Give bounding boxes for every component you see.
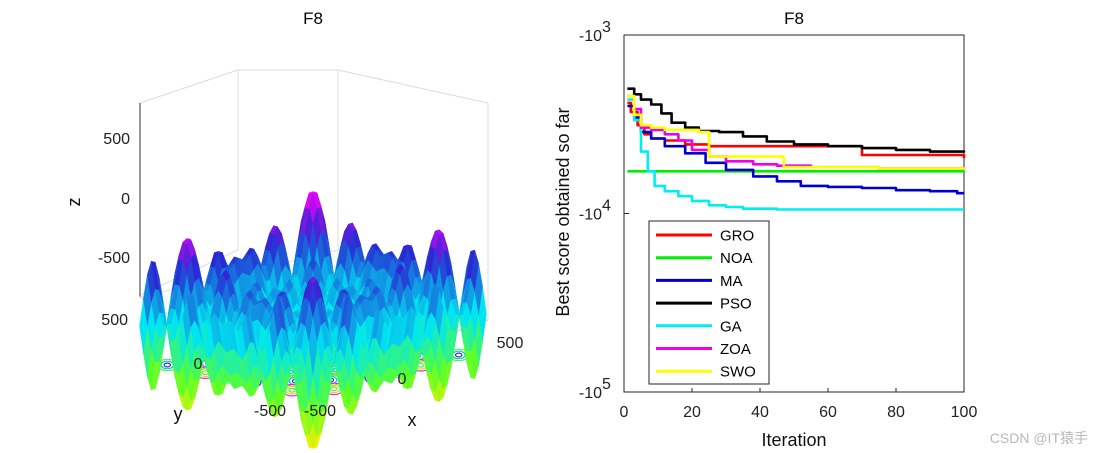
series-line-gro (627, 101, 966, 159)
y-axis-label: y (174, 404, 183, 424)
x-tick-label: 0 (398, 371, 407, 388)
x-tick-label: 100 (951, 404, 978, 421)
z-tick-label: -500 (98, 250, 130, 267)
legend-label: ZOA (720, 341, 751, 358)
contour-ring (288, 387, 297, 393)
z-tick-label: 500 (103, 131, 130, 148)
contour-ring (163, 362, 172, 368)
legend-label: MA (720, 273, 743, 290)
convergence-title: F8 (784, 9, 804, 28)
series-lines (627, 87, 966, 211)
convergence-chart: F8 0 20 40 60 80 100 -103-104-105 Iteration B… (553, 9, 977, 450)
contour-ring (454, 352, 463, 358)
legend-label: GA (720, 318, 742, 335)
surface-title: F8 (303, 9, 323, 28)
x-tick-label: 60 (819, 404, 837, 421)
x-tick-label: 0 (620, 404, 629, 421)
y-tick-label: -10 (579, 207, 602, 224)
contour-ring (329, 386, 338, 392)
surface-mesh (139, 190, 487, 450)
surface-chart: F8 500 0 -500 500 0 -500 -500 0 500 z y … (64, 9, 524, 450)
right-back-wall (337, 69, 489, 320)
x-tick-label: 20 (683, 404, 701, 421)
y-tick-exponent: 5 (602, 376, 611, 393)
series-line-swo (627, 94, 966, 170)
watermark: CSDN @IT猿手 (990, 430, 1088, 446)
y-tick-exponent: 3 (602, 19, 611, 36)
x-ticks: 0 20 40 60 80 100 (620, 388, 978, 421)
legend-label: NOA (720, 250, 753, 267)
y-tick-exponent: 4 (602, 198, 611, 215)
legend-label: SWO (720, 364, 756, 381)
y-ticks: -103-104-105 (579, 19, 629, 402)
y-axis-label: Best score obtained so far (553, 107, 573, 316)
y-tick-label: 500 (101, 312, 128, 329)
y-tick-label: 0 (194, 356, 203, 373)
contour-ring (160, 360, 175, 370)
x-tick-label: 80 (887, 404, 905, 421)
legend-label: PSO (720, 296, 752, 313)
surface-patch (308, 319, 318, 376)
x-tick-label: 40 (751, 404, 769, 421)
series-line-pso (627, 87, 966, 153)
series-line-ma (627, 104, 964, 195)
x-tick-label: 500 (497, 335, 524, 352)
x-axis-label: Iteration (761, 430, 826, 450)
y-tick-label: -500 (254, 403, 286, 420)
y-tick-label: -10 (579, 385, 602, 402)
series-line-ga (627, 98, 964, 211)
x-tick-label: -500 (304, 403, 336, 420)
x-axis-label: x (408, 410, 417, 430)
legend-label: GRO (720, 228, 754, 245)
contour-ring (451, 350, 466, 360)
y-tick-label: -10 (579, 28, 602, 45)
legend: GRO NOA MA PSO GA ZOA SWO (648, 220, 770, 385)
z-axis-label: z (64, 198, 84, 207)
z-tick-label: 0 (121, 191, 130, 208)
